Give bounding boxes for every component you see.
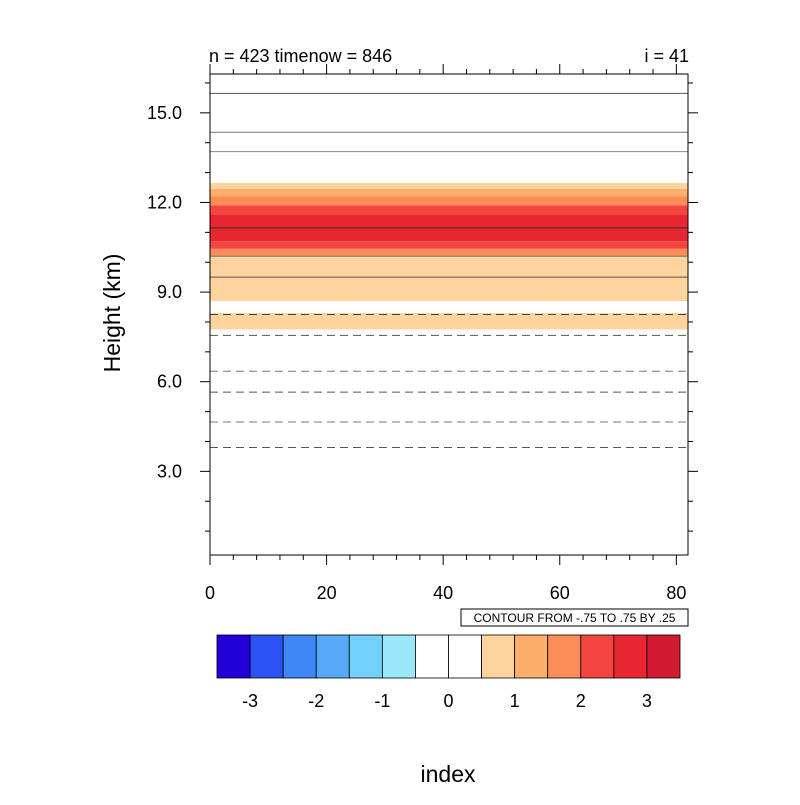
- y-tick-label: 6.0: [157, 372, 182, 392]
- colorbar-tick-label: -3: [242, 691, 258, 711]
- colorbar-swatch: [282, 634, 317, 679]
- colorbar-swatch: [415, 634, 449, 679]
- colorbar-tick-label: -1: [374, 691, 390, 711]
- colorbar-swatch: [216, 634, 251, 679]
- shaded-band-6: [210, 196, 688, 206]
- y-tick-label: 3.0: [157, 461, 182, 481]
- plot-area: [210, 92, 688, 448]
- colorbar: -3 -2 -1 0 1 2 3: [216, 634, 681, 711]
- colorbar-swatch: [646, 634, 681, 679]
- colorbar-swatch: [381, 634, 416, 679]
- shaded-band-0: [210, 313, 688, 330]
- colorbar-swatch: [580, 634, 615, 679]
- shaded-band-1: [210, 256, 688, 302]
- colorbar-swatch: [249, 634, 284, 679]
- shaded-band-3: [210, 241, 688, 249]
- colorbar-swatch: [547, 634, 582, 679]
- x-tick-label: 40: [433, 583, 453, 603]
- y-tick-label: 9.0: [157, 282, 182, 302]
- shaded-band-8: [210, 183, 688, 190]
- colorbar-swatch: [613, 634, 648, 679]
- info-label-box: CONTOUR FROM -.75 TO .75 BY .25: [460, 608, 689, 627]
- x-tick-label: 20: [317, 583, 337, 603]
- shaded-band-7: [210, 189, 688, 197]
- shaded-band-5: [210, 205, 688, 215]
- y-tick-label: 12.0: [147, 192, 182, 212]
- colorbar-swatch: [514, 634, 549, 679]
- colorbar-tick-label: -2: [308, 691, 324, 711]
- colorbar-swatch: [348, 634, 383, 679]
- x-axis-label: index: [421, 761, 476, 787]
- axes: 0 20 40 60 80 3.0 6.0 9.0 12.0 15.0: [147, 64, 698, 603]
- y-axis-label: Height (km): [99, 254, 125, 373]
- right-title: i = 41: [644, 46, 689, 66]
- colorbar-swatch: [315, 634, 350, 679]
- left-title: n = 423 timenow = 846: [209, 46, 392, 66]
- colorbar-tick-label: 2: [576, 691, 586, 711]
- colorbar-swatch: [448, 634, 482, 679]
- colorbar-tick-label: 3: [642, 691, 652, 711]
- x-tick-label: 60: [550, 583, 570, 603]
- colorbar-tick-label: 1: [510, 691, 520, 711]
- x-tick-label: 0: [205, 583, 215, 603]
- plot-frame: [209, 73, 689, 556]
- shaded-band-2: [210, 248, 688, 257]
- colorbar-swatch: [481, 634, 516, 679]
- colorbar-tick-label: 0: [443, 691, 453, 711]
- y-tick-label: 15.0: [147, 103, 182, 123]
- x-tick-label: 80: [666, 583, 686, 603]
- info-label: CONTOUR FROM -.75 TO .75 BY .25: [474, 611, 676, 625]
